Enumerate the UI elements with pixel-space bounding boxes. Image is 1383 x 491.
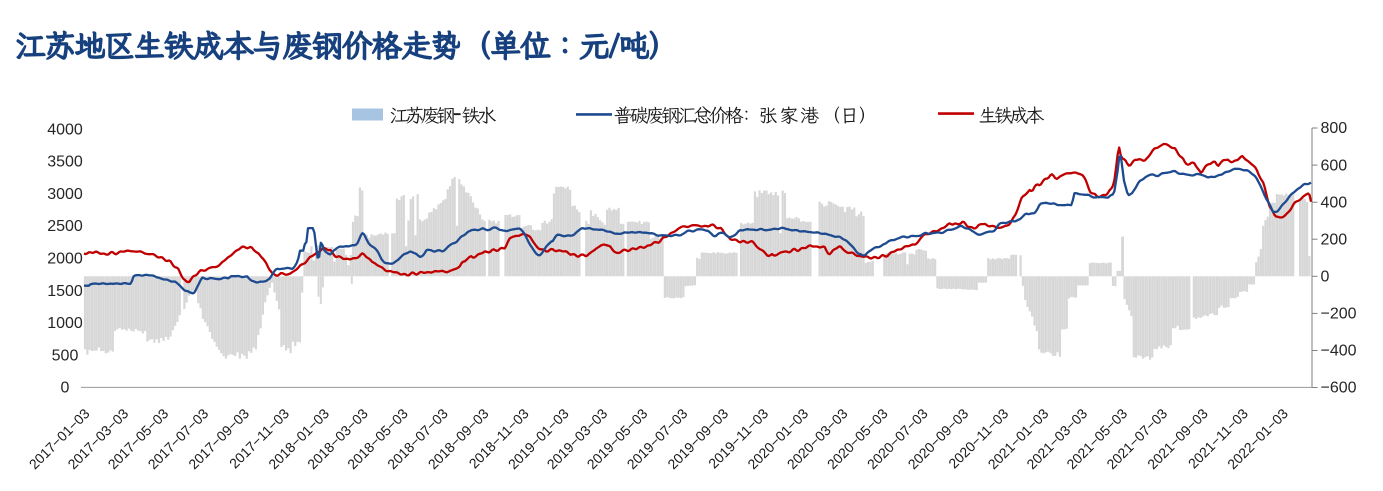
svg-text:1000: 1000 xyxy=(47,315,83,332)
svg-text:2000: 2000 xyxy=(47,251,83,268)
svg-text:600: 600 xyxy=(1321,157,1348,174)
svg-text:3500: 3500 xyxy=(47,154,83,171)
svg-text:0: 0 xyxy=(1321,269,1330,286)
svg-text:2500: 2500 xyxy=(47,218,83,235)
svg-text:500: 500 xyxy=(52,347,79,364)
svg-text:−400: −400 xyxy=(1321,343,1357,360)
svg-text:−200: −200 xyxy=(1321,306,1357,323)
svg-text:4000: 4000 xyxy=(47,121,83,138)
svg-text:1500: 1500 xyxy=(47,283,83,300)
svg-text:400: 400 xyxy=(1321,194,1348,211)
svg-text:0: 0 xyxy=(61,380,70,397)
svg-text:800: 800 xyxy=(1321,120,1348,137)
svg-text:−600: −600 xyxy=(1321,380,1357,397)
svg-text:200: 200 xyxy=(1321,231,1348,248)
svg-text:3000: 3000 xyxy=(47,186,83,203)
